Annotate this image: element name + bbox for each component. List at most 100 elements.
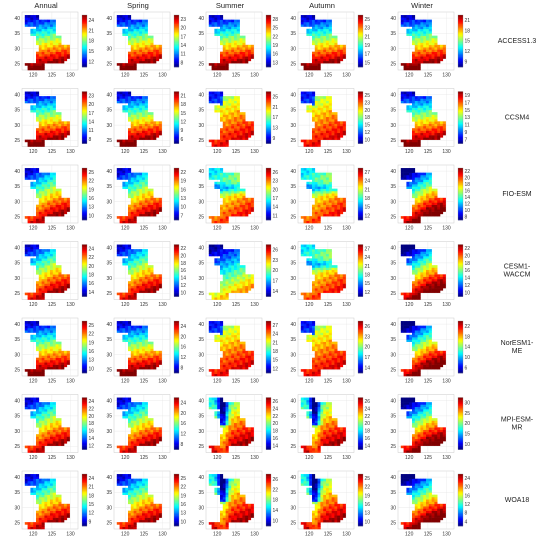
heatmap-cell <box>139 137 143 140</box>
heatmap-cell <box>208 292 212 296</box>
heatmap-cell <box>225 63 229 66</box>
heatmap-cell <box>47 53 51 57</box>
heatmap-cell <box>420 200 424 203</box>
heatmap-cell <box>133 281 137 284</box>
colorbar-segment <box>174 20 179 22</box>
heatmap-cell <box>139 181 143 185</box>
colorbar-segment <box>458 56 463 59</box>
heatmap-cell <box>150 53 154 57</box>
colorbar-segment <box>82 24 87 26</box>
heatmap-cell <box>156 200 160 203</box>
heatmap-cell <box>228 121 232 124</box>
heatmap-cell <box>36 186 40 189</box>
heatmap-cell <box>309 91 313 95</box>
heatmap-cell <box>58 276 62 280</box>
heatmap-cell <box>24 139 28 143</box>
heatmap-cell <box>33 107 37 111</box>
heatmap-cell <box>239 190 243 194</box>
colorbar-segment <box>174 114 179 117</box>
heatmap-cell <box>428 35 432 39</box>
heatmap-cell <box>211 65 215 69</box>
heatmap-cell <box>300 91 304 95</box>
colorbar-segment <box>358 130 363 133</box>
colorbar-segment <box>358 213 363 216</box>
colorbar-segment <box>458 108 463 110</box>
heatmap-cell <box>437 51 441 55</box>
heatmap-cell <box>33 181 37 185</box>
colorbar-tick-label: 24 <box>365 179 371 185</box>
heatmap-cell <box>36 24 40 27</box>
heatmap-cell <box>414 35 418 39</box>
heatmap-cell <box>55 35 59 39</box>
heatmap-cell <box>326 181 330 185</box>
colorbar-segment <box>458 139 463 142</box>
heatmap-cell <box>334 206 338 210</box>
heatmap-cell <box>400 98 404 102</box>
heatmap-cell <box>139 251 143 255</box>
colorbar-segment <box>358 111 363 113</box>
heatmap-cell <box>312 19 316 23</box>
heatmap-cell <box>47 19 51 23</box>
heatmap-cell <box>225 130 229 134</box>
heatmap-cell <box>58 135 62 138</box>
heatmap-cell <box>44 186 48 189</box>
heatmap-cell <box>52 272 56 275</box>
heatmap-cell <box>409 186 413 189</box>
heatmap-cell <box>428 181 432 185</box>
heatmap-cell <box>38 281 42 284</box>
heatmap-cell <box>147 265 151 268</box>
colorbar-segment <box>458 31 463 34</box>
heatmap-cell <box>239 44 243 48</box>
heatmap-cell <box>248 204 252 208</box>
heatmap-cell <box>431 60 435 64</box>
heatmap-cell <box>306 181 310 185</box>
heatmap-cell <box>133 283 137 287</box>
heatmap-cell <box>236 33 240 36</box>
heatmap-cell <box>58 58 62 62</box>
heatmap-cell <box>139 56 143 59</box>
heatmap-cell <box>220 193 224 196</box>
colorbar-segment <box>266 122 271 125</box>
heatmap-cell <box>231 51 235 55</box>
y-tick-label: 30 <box>290 123 296 129</box>
heatmap-cell <box>323 26 327 30</box>
colorbar-segment <box>266 209 271 212</box>
x-tick-label: 125 <box>140 73 149 79</box>
heatmap-cell <box>326 26 330 30</box>
heatmap-cell <box>64 211 68 215</box>
heatmap-cell <box>323 204 327 208</box>
heatmap-cell <box>417 112 421 115</box>
colorbar-segment <box>458 47 463 50</box>
heatmap-cell <box>245 285 249 289</box>
heatmap-cell <box>236 107 240 111</box>
heatmap-cell <box>150 204 154 208</box>
colorbar-segment <box>358 28 363 30</box>
heatmap-cell <box>239 116 243 120</box>
heatmap-cell <box>222 141 226 145</box>
heatmap-cell <box>44 103 48 106</box>
colorbar-segment <box>82 214 87 217</box>
heatmap-cell <box>431 35 435 39</box>
heatmap-cell <box>52 96 56 99</box>
heatmap-cell <box>147 209 151 212</box>
heatmap-cell <box>428 128 432 131</box>
heatmap-cell <box>328 184 332 187</box>
heatmap-cell <box>326 40 330 43</box>
heatmap-cell <box>420 186 424 189</box>
heatmap-cell <box>220 33 224 36</box>
colorbar-segment <box>174 28 179 30</box>
heatmap-cell <box>55 58 59 62</box>
heatmap-cell <box>36 128 40 131</box>
heatmap-cell <box>323 200 327 203</box>
colorbar-segment <box>458 187 463 190</box>
heatmap-cell <box>331 121 335 124</box>
heatmap-cell <box>323 186 327 189</box>
heatmap-cell <box>312 67 316 71</box>
heatmap-cell <box>234 119 238 122</box>
heatmap-cell <box>52 56 56 59</box>
heatmap-cell <box>27 174 31 178</box>
colorbar-segment <box>266 94 271 96</box>
heatmap-cell <box>153 204 157 208</box>
heatmap-cell <box>58 200 62 203</box>
heatmap-cell <box>47 211 51 215</box>
